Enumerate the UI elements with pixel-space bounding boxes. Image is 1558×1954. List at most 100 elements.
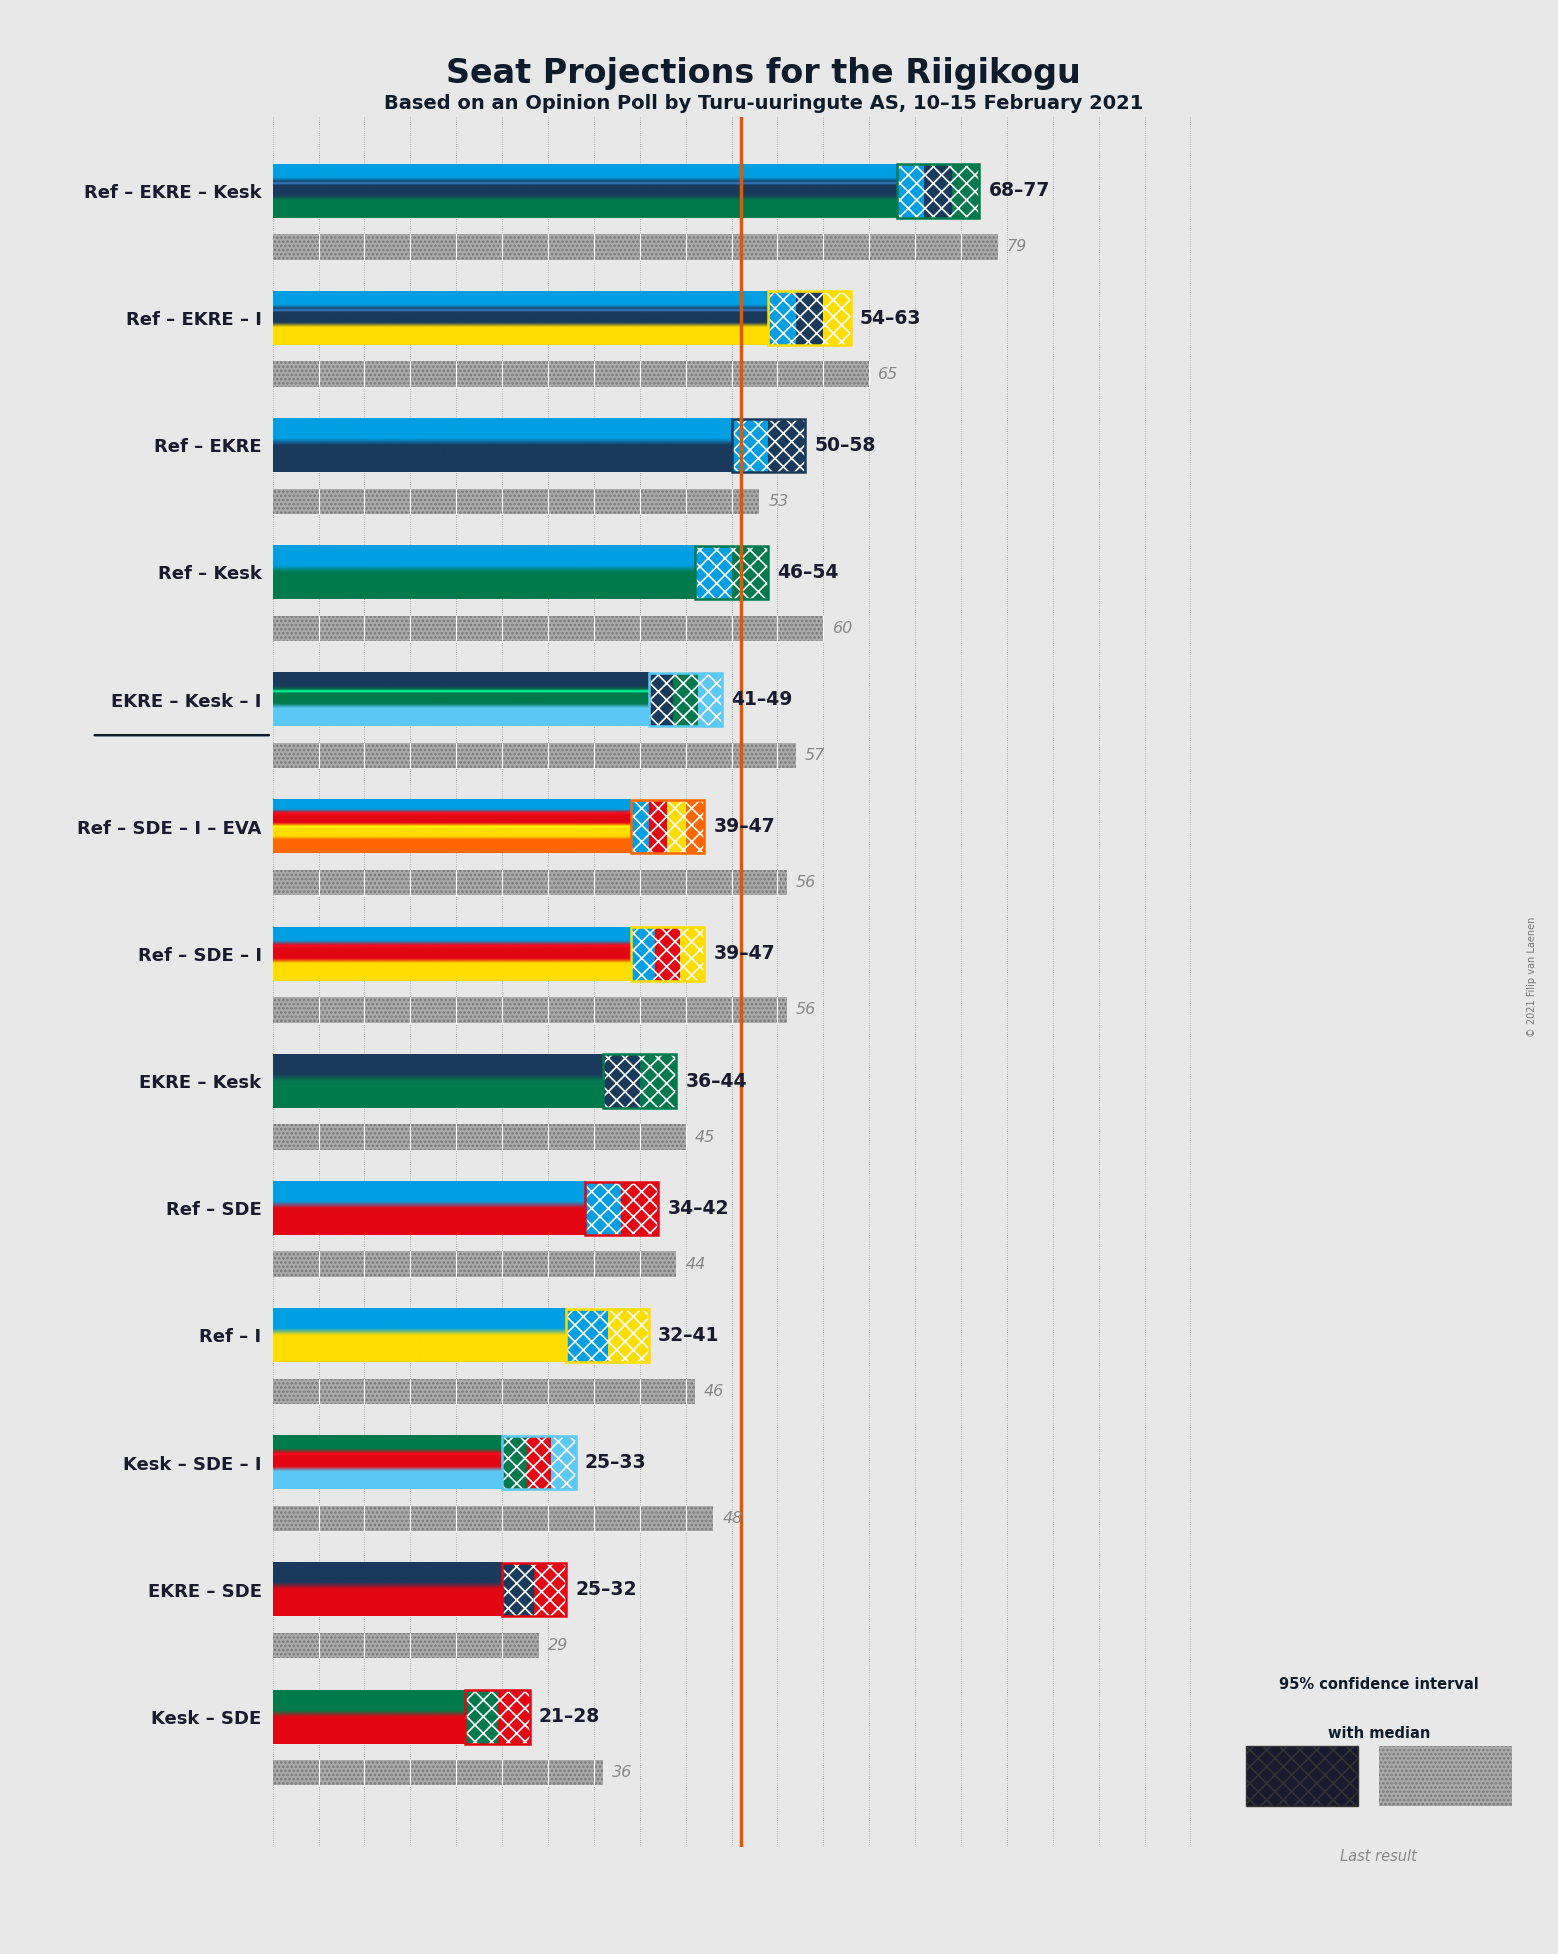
Bar [534,1563,567,1616]
Bar [273,1251,676,1276]
Bar [667,799,686,854]
Bar [273,1507,714,1532]
Bar [273,1124,686,1149]
Bar [466,1690,497,1743]
Bar [273,361,869,387]
Text: 44: 44 [686,1256,706,1272]
Bar [952,164,980,217]
Text: 65: 65 [879,367,899,381]
Bar [273,997,787,1022]
Bar [695,545,768,600]
Bar [679,928,704,981]
Bar [796,291,823,344]
Bar [897,164,980,217]
Text: 60: 60 [832,621,852,635]
Bar [631,799,650,854]
Bar [534,1563,567,1616]
Bar [502,1436,575,1489]
Bar [552,1436,575,1489]
Bar [698,672,723,727]
Bar [796,291,823,344]
Bar [273,997,787,1022]
Text: 45: 45 [695,1129,715,1145]
Bar [654,928,679,981]
Text: with median: with median [1327,1727,1430,1741]
Bar [584,1182,622,1235]
Text: 32–41: 32–41 [657,1327,720,1344]
Bar [640,1055,676,1108]
Bar [273,361,869,387]
Text: 21–28: 21–28 [539,1708,600,1725]
Bar [567,1309,608,1362]
Text: 68–77: 68–77 [989,182,1050,201]
Bar [732,545,768,600]
Bar [673,672,698,727]
Bar [631,928,654,981]
Bar [603,1055,640,1108]
Bar [273,234,997,260]
Bar [650,672,723,727]
Text: 39–47: 39–47 [714,944,774,963]
Bar [695,545,732,600]
Text: 39–47: 39–47 [714,817,774,836]
Bar [584,1182,657,1235]
Bar [273,1380,695,1405]
Bar [686,799,704,854]
Bar [650,672,673,727]
Bar [273,1761,603,1786]
Bar [466,1690,530,1743]
Bar [952,164,980,217]
Bar [667,799,686,854]
Bar [622,1182,657,1235]
Bar [698,672,723,727]
Text: 56: 56 [796,875,816,891]
Bar [650,672,673,727]
Bar [502,1563,534,1616]
Bar [273,1634,539,1659]
Text: 25–32: 25–32 [575,1581,637,1598]
Text: Seat Projections for the Riigikogu: Seat Projections for the Riigikogu [446,57,1081,90]
Text: 36–44: 36–44 [686,1071,748,1090]
Text: 46: 46 [704,1383,724,1399]
Bar [1246,1745,1359,1805]
Bar [823,291,851,344]
Text: 95% confidence interval: 95% confidence interval [1279,1677,1479,1692]
Bar [732,418,768,473]
Bar [527,1436,552,1489]
Bar [273,870,787,895]
Bar [1379,1745,1511,1805]
Bar [497,1690,530,1743]
Bar [273,1124,686,1149]
Bar [732,418,805,473]
Text: © 2021 Filip van Laenen: © 2021 Filip van Laenen [1527,916,1536,1038]
Bar [273,488,759,514]
Bar [768,291,796,344]
Bar [273,743,796,768]
Bar [273,616,823,641]
Bar [732,545,768,600]
Text: 34–42: 34–42 [667,1198,729,1217]
Text: 54–63: 54–63 [860,309,922,328]
Text: 79: 79 [1006,240,1027,254]
Bar [768,418,805,473]
Bar [502,1436,527,1489]
Bar [502,1563,567,1616]
Bar [823,291,851,344]
Bar [608,1309,650,1362]
Text: 56: 56 [796,1002,816,1018]
Bar [273,1251,676,1276]
Bar [631,799,650,854]
Bar [631,928,704,981]
Text: Based on an Opinion Poll by Turu-uuringute AS, 10–15 February 2021: Based on an Opinion Poll by Turu-uuringu… [383,94,1144,113]
Bar [654,928,679,981]
Bar [603,1055,676,1108]
Bar [567,1309,608,1362]
Text: 53: 53 [768,494,788,508]
Bar [273,616,823,641]
Text: 25–33: 25–33 [584,1454,647,1471]
Bar [567,1309,650,1362]
Text: 50–58: 50–58 [815,436,876,455]
Bar [273,870,787,895]
Bar [924,164,952,217]
Text: Last result: Last result [1340,1848,1418,1864]
